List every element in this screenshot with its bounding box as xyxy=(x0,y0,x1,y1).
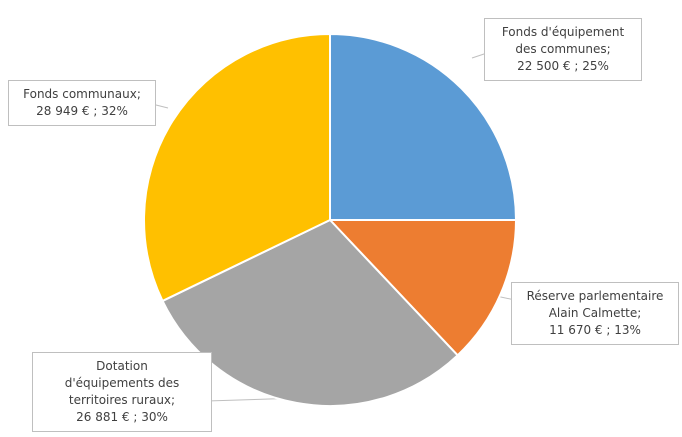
data-label-line: 26 881 € ; 30% xyxy=(76,410,168,424)
data-label-line: 28 949 € ; 32% xyxy=(36,104,128,118)
data-label-line: Alain Calmette; xyxy=(548,306,642,320)
data-label-fonds-communaux: Fonds communaux; 28 949 € ; 32% xyxy=(8,80,156,126)
data-label-reserve-parlementaire: Réserve parlementaire Alain Calmette; 11… xyxy=(511,282,679,345)
slice-dotation-territoires-ruraux xyxy=(161,219,459,407)
slice-reserve-parlementaire xyxy=(329,219,517,357)
data-label-line: territoires ruraux; xyxy=(68,393,176,407)
slice-fonds-equipement-communes xyxy=(329,33,517,221)
data-label-fonds-equipement-communes: Fonds d'équipement des communes; 22 500 … xyxy=(484,18,642,81)
data-label-line: 11 670 € ; 13% xyxy=(549,323,641,337)
data-label-line: Réserve parlementaire xyxy=(526,289,664,303)
pie-slices xyxy=(143,33,517,407)
data-label-line: des communes; xyxy=(515,42,611,56)
slice-fonds-communaux xyxy=(143,33,331,302)
data-label-line: Fonds d'équipement xyxy=(501,25,625,39)
data-label-line: 22 500 € ; 25% xyxy=(517,59,609,73)
data-label-line: d'équipements des xyxy=(64,376,180,390)
data-label-dotation-territoires-ruraux: Dotation d'équipements des territoires r… xyxy=(32,352,212,432)
data-label-line: Fonds communaux; xyxy=(23,87,141,101)
data-label-line: Dotation xyxy=(96,359,148,373)
